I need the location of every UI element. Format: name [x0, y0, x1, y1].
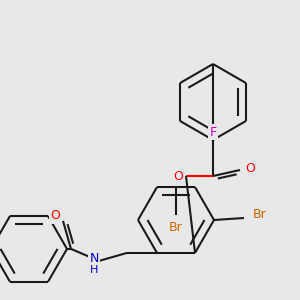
Text: N: N [89, 252, 99, 266]
Text: Br: Br [253, 208, 267, 221]
Text: O: O [245, 161, 255, 175]
Text: F: F [209, 125, 217, 139]
Text: O: O [50, 209, 60, 222]
Text: O: O [173, 169, 183, 182]
Text: H: H [90, 265, 98, 275]
Text: Br: Br [169, 220, 183, 234]
